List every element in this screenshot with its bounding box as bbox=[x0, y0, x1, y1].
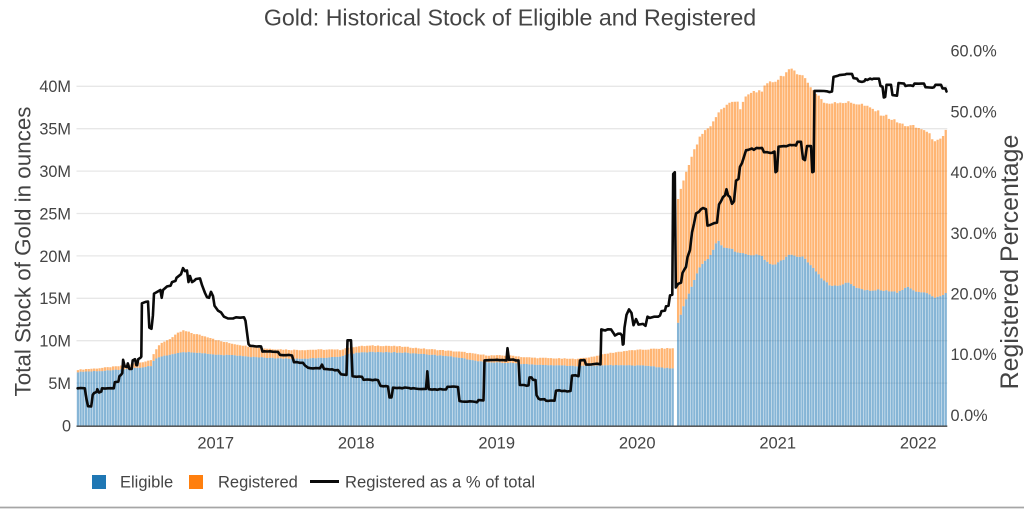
svg-text:Registered Percentage: Registered Percentage bbox=[996, 135, 1024, 390]
svg-text:2019: 2019 bbox=[478, 435, 515, 453]
svg-text:2017: 2017 bbox=[197, 435, 234, 453]
svg-text:Registered: Registered bbox=[218, 474, 298, 492]
svg-text:Total Stock of Gold in ounces: Total Stock of Gold in ounces bbox=[11, 107, 36, 397]
svg-text:30M: 30M bbox=[39, 163, 71, 181]
svg-text:35M: 35M bbox=[39, 121, 71, 139]
svg-text:0: 0 bbox=[62, 417, 71, 435]
svg-text:Gold: Historical Stock of Elig: Gold: Historical Stock of Eligible and R… bbox=[264, 5, 756, 31]
svg-text:15M: 15M bbox=[39, 290, 71, 308]
svg-text:25M: 25M bbox=[39, 205, 71, 223]
svg-text:10M: 10M bbox=[39, 333, 71, 351]
svg-text:2022: 2022 bbox=[900, 435, 937, 453]
svg-text:Registered as a % of total: Registered as a % of total bbox=[345, 473, 535, 492]
svg-text:2021: 2021 bbox=[759, 435, 796, 453]
svg-text:20M: 20M bbox=[39, 248, 71, 266]
svg-text:40M: 40M bbox=[39, 78, 71, 96]
svg-text:50.0%: 50.0% bbox=[951, 103, 997, 121]
svg-text:20.0%: 20.0% bbox=[951, 286, 997, 304]
svg-text:10.0%: 10.0% bbox=[951, 346, 997, 364]
svg-text:Eligible: Eligible bbox=[120, 474, 173, 492]
svg-text:5M: 5M bbox=[48, 375, 71, 393]
svg-text:30.0%: 30.0% bbox=[951, 225, 997, 243]
svg-text:60.0%: 60.0% bbox=[951, 43, 997, 61]
svg-text:2018: 2018 bbox=[338, 435, 375, 453]
svg-text:2020: 2020 bbox=[619, 435, 656, 453]
svg-text:0.0%: 0.0% bbox=[951, 407, 988, 425]
svg-text:40.0%: 40.0% bbox=[951, 164, 997, 182]
